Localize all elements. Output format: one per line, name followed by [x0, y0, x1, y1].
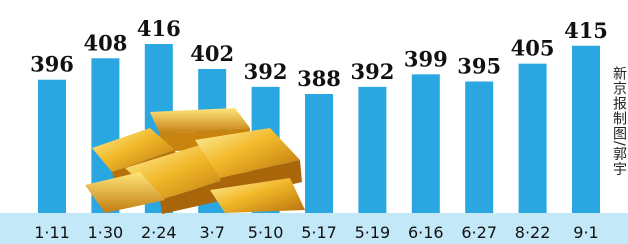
x-tick-label: 5·17: [301, 223, 337, 242]
bar: [412, 74, 440, 213]
x-tick-label: 3·7: [199, 223, 224, 242]
value-label: 388: [297, 66, 341, 91]
bar: [572, 46, 600, 213]
value-label: 395: [457, 54, 501, 79]
value-label: 392: [244, 59, 288, 84]
x-tick-label: 8·22: [515, 223, 551, 242]
value-label: 396: [30, 52, 74, 77]
bar: [358, 87, 386, 213]
credit: 新京报制图/郭宇: [609, 66, 628, 177]
value-label: 416: [137, 16, 181, 41]
x-tick-label: 5·10: [248, 223, 284, 242]
x-tick-label: 6·16: [408, 223, 444, 242]
value-label: 415: [564, 18, 608, 43]
value-label: 392: [350, 59, 394, 84]
bar: [465, 82, 493, 214]
page: 396 1·11 408 1·30 416 2·24 402 3·7 392 5·10 388 5·1…: [0, 0, 628, 244]
value-label: 405: [511, 36, 555, 61]
x-tick-label: 5·19: [355, 223, 391, 242]
x-tick-label: 6·27: [461, 223, 497, 242]
value-label: 408: [83, 30, 127, 55]
bar: [519, 64, 547, 213]
bar: [38, 80, 66, 213]
x-tick-label: 2·24: [141, 223, 177, 242]
x-tick-label: 9·1: [573, 223, 598, 242]
value-label: 399: [404, 46, 448, 71]
x-tick-label: 1·11: [34, 223, 70, 242]
bar: [305, 94, 333, 213]
x-tick-label: 1·30: [88, 223, 124, 242]
value-label: 402: [190, 41, 234, 66]
chart: 396 1·11 408 1·30 416 2·24 402 3·7 392 5·10 388 5·1…: [0, 0, 628, 244]
